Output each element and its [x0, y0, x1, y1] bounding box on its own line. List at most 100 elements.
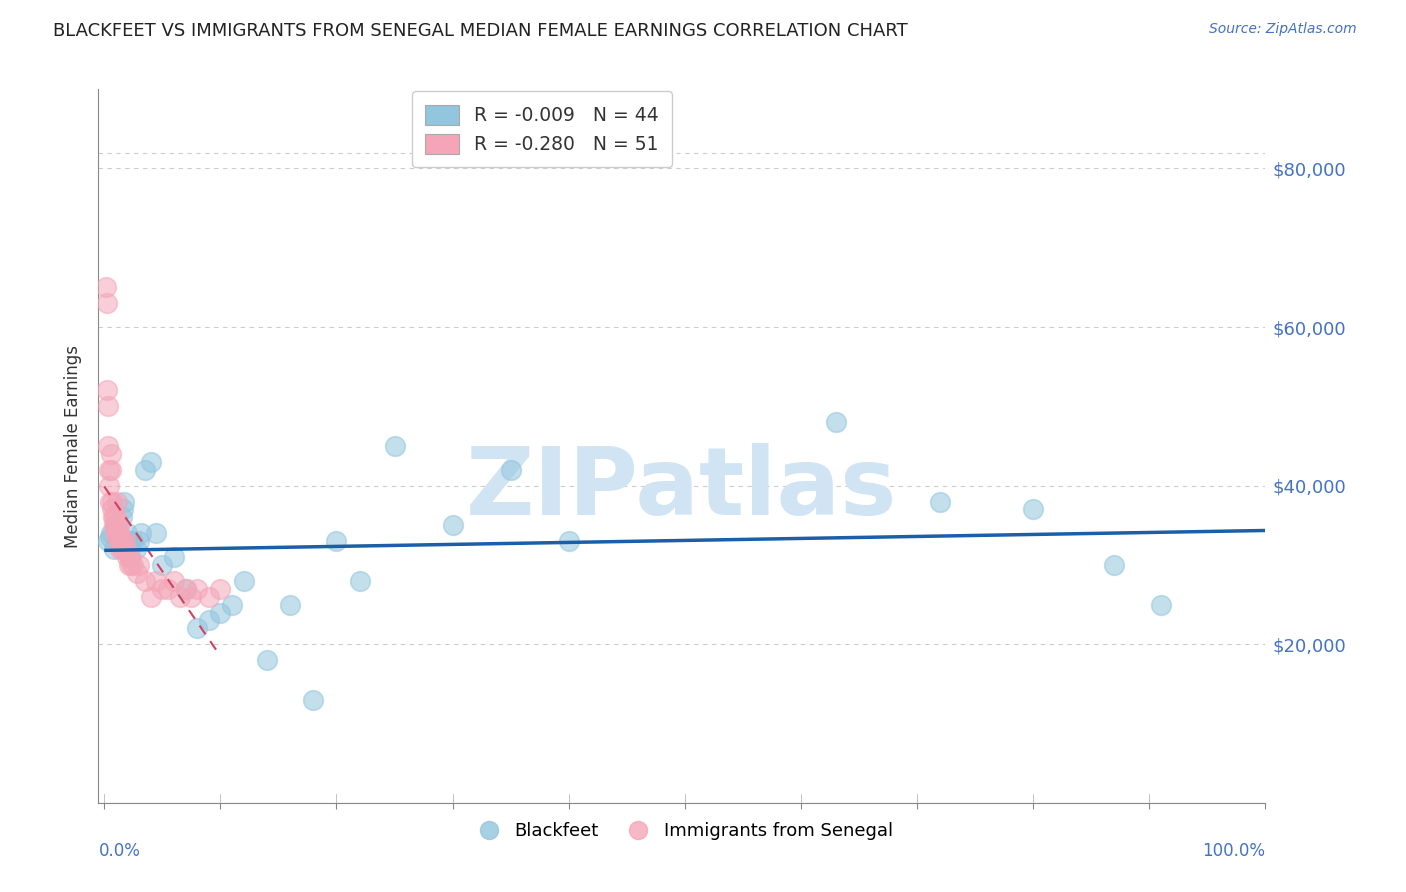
Point — [111, 502, 134, 516]
Point — [186, 621, 208, 635]
Point — [929, 494, 952, 508]
Point — [150, 582, 173, 596]
Point — [103, 510, 125, 524]
Point — [117, 549, 139, 564]
Point — [180, 590, 202, 604]
Point — [131, 526, 153, 541]
Point — [120, 558, 142, 572]
Point — [100, 526, 122, 541]
Point — [824, 415, 846, 429]
Point — [122, 534, 145, 549]
Point — [117, 526, 139, 541]
Point — [101, 502, 124, 516]
Point — [1104, 558, 1126, 572]
Point — [111, 534, 134, 549]
Point — [349, 574, 371, 588]
Point — [100, 447, 122, 461]
Point — [96, 296, 118, 310]
Point — [105, 518, 128, 533]
Point — [557, 534, 579, 549]
Point — [107, 534, 129, 549]
Point — [441, 518, 464, 533]
Point — [157, 582, 180, 596]
Point — [163, 574, 186, 588]
Point — [134, 463, 156, 477]
Point — [221, 598, 243, 612]
Point — [97, 439, 120, 453]
Point — [302, 692, 325, 706]
Point — [114, 534, 136, 549]
Point — [104, 518, 127, 533]
Point — [112, 494, 135, 508]
Text: 0.0%: 0.0% — [98, 842, 141, 860]
Point — [139, 590, 162, 604]
Point — [118, 549, 141, 564]
Point — [384, 439, 406, 453]
Point — [325, 534, 347, 549]
Point — [110, 538, 132, 552]
Text: ZIPatlas: ZIPatlas — [467, 442, 897, 535]
Point — [134, 574, 156, 588]
Point — [209, 606, 232, 620]
Point — [94, 280, 117, 294]
Point — [104, 518, 127, 533]
Point — [100, 494, 122, 508]
Point — [97, 463, 120, 477]
Point — [97, 534, 120, 549]
Point — [163, 549, 186, 564]
Point — [110, 542, 132, 557]
Point — [117, 534, 139, 549]
Point — [105, 494, 128, 508]
Point — [98, 494, 121, 508]
Point — [104, 510, 127, 524]
Point — [499, 463, 522, 477]
Point — [117, 558, 139, 572]
Point — [174, 582, 197, 596]
Point — [128, 558, 150, 572]
Point — [209, 582, 232, 596]
Point — [197, 614, 219, 628]
Point — [169, 590, 191, 604]
Point — [256, 653, 278, 667]
Point — [108, 526, 131, 541]
Point — [98, 478, 121, 492]
Point — [145, 526, 167, 541]
Point — [278, 598, 301, 612]
Point — [104, 526, 127, 541]
Point — [118, 549, 141, 564]
Point — [139, 455, 162, 469]
Point — [125, 566, 148, 580]
Point — [111, 510, 134, 524]
Point — [108, 534, 131, 549]
Point — [112, 542, 135, 557]
Point — [100, 463, 122, 477]
Point — [122, 558, 145, 572]
Point — [111, 542, 134, 557]
Point — [197, 590, 219, 604]
Point — [124, 542, 146, 557]
Point — [114, 534, 136, 549]
Legend: Blackfeet, Immigrants from Senegal: Blackfeet, Immigrants from Senegal — [464, 815, 900, 847]
Point — [120, 534, 142, 549]
Point — [1150, 598, 1173, 612]
Text: Source: ZipAtlas.com: Source: ZipAtlas.com — [1209, 22, 1357, 37]
Point — [107, 518, 129, 533]
Y-axis label: Median Female Earnings: Median Female Earnings — [65, 344, 83, 548]
Text: BLACKFEET VS IMMIGRANTS FROM SENEGAL MEDIAN FEMALE EARNINGS CORRELATION CHART: BLACKFEET VS IMMIGRANTS FROM SENEGAL MED… — [53, 22, 908, 40]
Text: 100.0%: 100.0% — [1202, 842, 1265, 860]
Point — [96, 384, 118, 398]
Point — [103, 518, 125, 533]
Point — [186, 582, 208, 596]
Point — [97, 400, 120, 414]
Point — [1022, 502, 1045, 516]
Point — [115, 542, 138, 557]
Point — [150, 558, 173, 572]
Point — [145, 574, 167, 588]
Point — [174, 582, 197, 596]
Point — [101, 510, 124, 524]
Point — [107, 526, 129, 541]
Point — [107, 534, 129, 549]
Point — [103, 542, 125, 557]
Point — [98, 530, 121, 544]
Point — [110, 534, 132, 549]
